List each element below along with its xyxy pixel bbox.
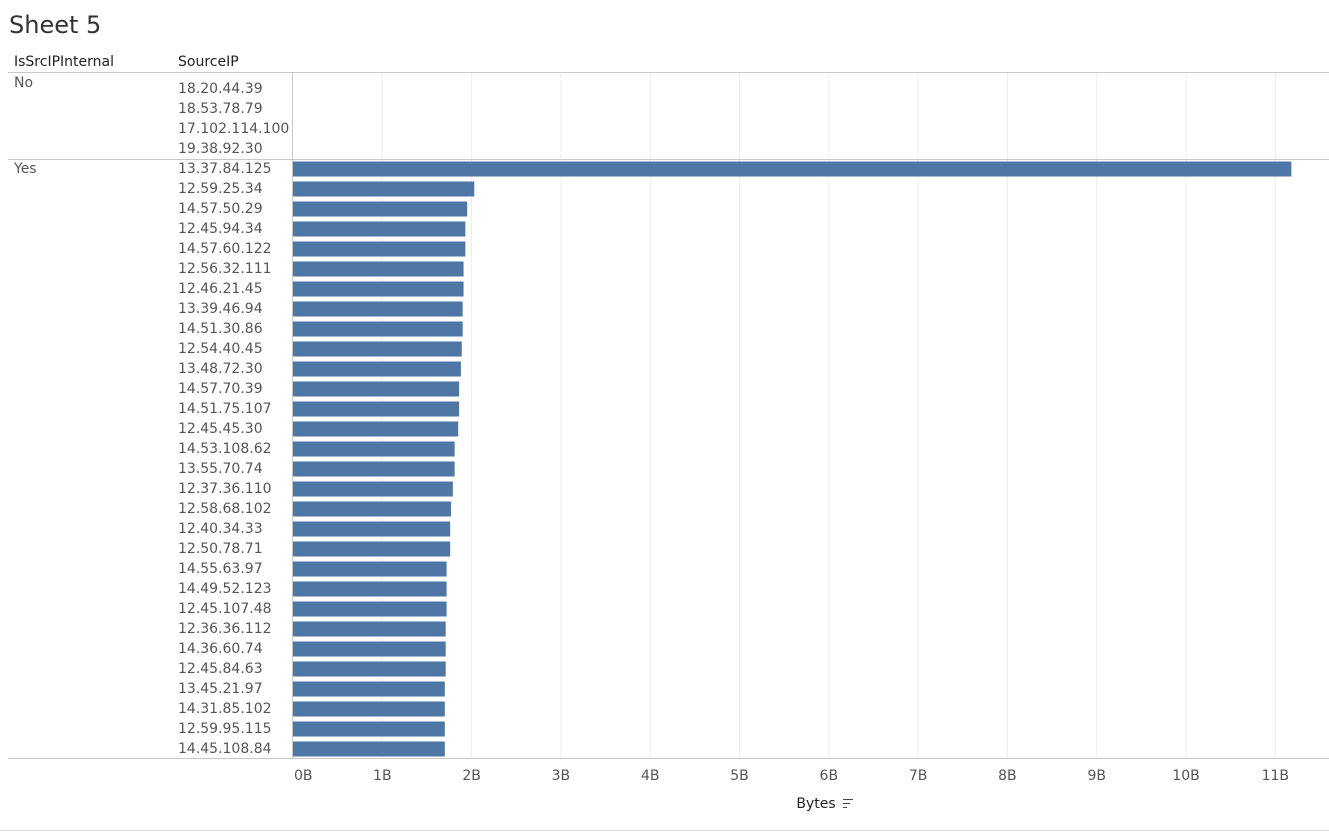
bar bbox=[293, 321, 463, 337]
y-tick-label: 12.56.32.111 bbox=[178, 261, 272, 277]
y-tick-label: 12.58.68.102 bbox=[178, 501, 272, 517]
y-tick-label: 12.36.36.112 bbox=[178, 621, 272, 637]
bar bbox=[293, 201, 468, 217]
y-tick-label: 14.55.63.97 bbox=[178, 561, 263, 577]
y-tick-label: 12.45.107.48 bbox=[178, 601, 272, 617]
bar bbox=[293, 581, 447, 597]
x-tick-label: 11B bbox=[1262, 768, 1289, 784]
y-tick-label: 13.39.46.94 bbox=[178, 301, 263, 317]
bar bbox=[293, 441, 455, 457]
y-tick-label: 18.20.44.39 bbox=[178, 81, 263, 97]
bar bbox=[293, 661, 446, 677]
y-tick-label: 12.59.25.34 bbox=[178, 181, 263, 197]
y-tick-label: 14.31.85.102 bbox=[178, 701, 272, 717]
y-tick-label: 13.48.72.30 bbox=[178, 361, 263, 377]
y-tick-label: 18.53.78.79 bbox=[178, 101, 263, 117]
bar bbox=[293, 701, 445, 717]
x-tick-label: 0B bbox=[294, 768, 313, 784]
row-header: SourceIP bbox=[178, 54, 239, 70]
y-tick-label: 14.51.30.86 bbox=[178, 321, 263, 337]
bar bbox=[293, 541, 451, 557]
bar bbox=[293, 181, 475, 197]
y-tick-label: 13.55.70.74 bbox=[178, 461, 263, 477]
row-header: IsSrcIPInternal bbox=[14, 54, 114, 70]
x-tick-label: 7B bbox=[909, 768, 928, 784]
y-tick-label: 14.51.75.107 bbox=[178, 401, 272, 417]
bar bbox=[293, 301, 463, 317]
y-tick-label: 17.102.114.100 bbox=[178, 121, 289, 137]
bar bbox=[293, 421, 459, 437]
y-tick-label: 12.46.21.45 bbox=[178, 281, 263, 297]
bar bbox=[293, 361, 461, 377]
y-tick-label: 12.45.84.63 bbox=[178, 661, 263, 677]
bar bbox=[293, 501, 452, 517]
bar bbox=[293, 481, 453, 497]
bar bbox=[293, 161, 1292, 177]
bar bbox=[293, 281, 464, 297]
chart-title: Sheet 5 bbox=[9, 11, 101, 39]
bar bbox=[293, 721, 445, 737]
y-tick-label: 14.57.50.29 bbox=[178, 201, 263, 217]
y-tick-label: 12.45.94.34 bbox=[178, 221, 263, 237]
x-tick-label: 2B bbox=[462, 768, 481, 784]
y-tick-label: 14.57.70.39 bbox=[178, 381, 263, 397]
x-axis-title: Bytes bbox=[796, 796, 835, 812]
sort-icon[interactable] bbox=[843, 799, 853, 808]
bar bbox=[293, 241, 466, 257]
y-tick-label: 14.36.60.74 bbox=[178, 641, 263, 657]
bar bbox=[293, 461, 455, 477]
bar bbox=[293, 741, 445, 757]
y-tick-label: 12.50.78.71 bbox=[178, 541, 263, 557]
bar bbox=[293, 221, 466, 237]
y-tick-label: 19.38.92.30 bbox=[178, 141, 263, 157]
x-tick-label: 3B bbox=[552, 768, 571, 784]
y-tick-label: 13.37.84.125 bbox=[178, 161, 272, 177]
bar bbox=[293, 561, 447, 577]
y-tick-label: 14.53.108.62 bbox=[178, 441, 272, 457]
group-label: No bbox=[14, 75, 33, 91]
y-tick-label: 14.45.108.84 bbox=[178, 741, 272, 757]
bar bbox=[293, 641, 446, 657]
x-tick-label: 5B bbox=[730, 768, 749, 784]
y-tick-label: 13.45.21.97 bbox=[178, 681, 263, 697]
x-tick-label: 6B bbox=[820, 768, 839, 784]
y-tick-label: 12.40.34.33 bbox=[178, 521, 263, 537]
bar bbox=[293, 681, 445, 697]
group-label: Yes bbox=[13, 161, 37, 177]
x-tick-label: 8B bbox=[998, 768, 1017, 784]
x-tick-label: 4B bbox=[641, 768, 660, 784]
bar bbox=[293, 381, 460, 397]
y-tick-label: 14.49.52.123 bbox=[178, 581, 272, 597]
x-tick-label: 9B bbox=[1087, 768, 1106, 784]
bar bbox=[293, 261, 464, 277]
x-tick-label: 1B bbox=[373, 768, 392, 784]
y-tick-label: 12.59.95.115 bbox=[178, 721, 272, 737]
x-tick-label: 10B bbox=[1172, 768, 1199, 784]
y-tick-label: 12.45.45.30 bbox=[178, 421, 263, 437]
y-tick-label: 12.54.40.45 bbox=[178, 341, 263, 357]
y-tick-label: 12.37.36.110 bbox=[178, 481, 272, 497]
bar bbox=[293, 521, 451, 537]
bar bbox=[293, 621, 446, 637]
bar bbox=[293, 601, 447, 617]
bar bbox=[293, 401, 460, 417]
bar bbox=[293, 341, 462, 357]
y-tick-label: 14.57.60.122 bbox=[178, 241, 272, 257]
